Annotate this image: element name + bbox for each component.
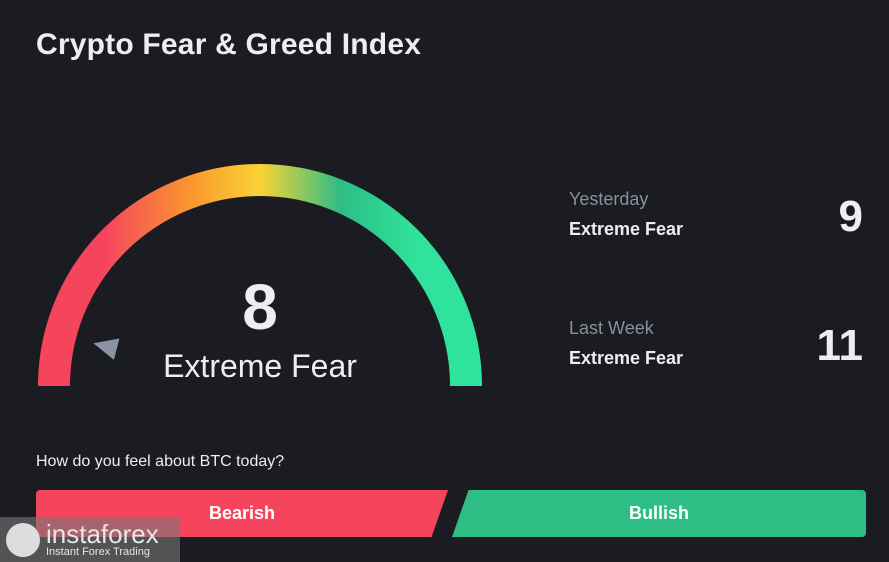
bullish-button[interactable]: Bullish <box>452 490 866 537</box>
history-label: Yesterday <box>569 189 649 209</box>
history-value: 9 <box>838 192 863 241</box>
history-label: Last Week <box>569 318 654 338</box>
instaforex-logo-icon <box>6 522 40 557</box>
watermark-tagline: Instant Forex Trading <box>46 545 150 558</box>
gauge-arc <box>38 164 482 387</box>
poll-question: How do you feel about BTC today? <box>36 453 285 470</box>
history-classification: Extreme Fear <box>569 348 684 368</box>
history-value: 11 <box>816 321 863 370</box>
watermark: instaforex Instant Forex Trading <box>0 517 180 562</box>
history-classification: Extreme Fear <box>569 219 684 239</box>
gauge-classification: Extreme Fear <box>163 348 357 384</box>
gauge-pointer-icon <box>93 338 120 360</box>
page-title: Crypto Fear & Greed Index <box>36 28 422 61</box>
gauge-value: 8 <box>242 271 278 343</box>
watermark-name: instaforex <box>46 518 159 549</box>
